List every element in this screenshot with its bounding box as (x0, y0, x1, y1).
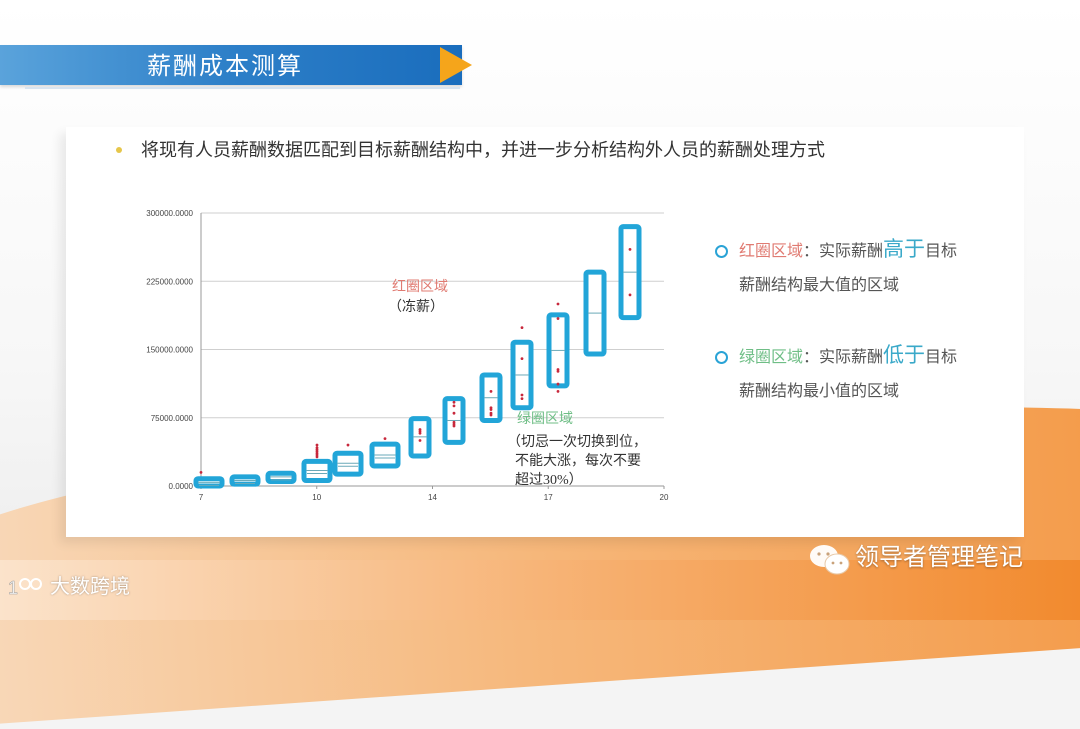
x-tick-label: 10 (312, 493, 321, 502)
salary-box-grade-16 (510, 339, 534, 411)
outlier-dot (489, 389, 493, 393)
outlier-dot (199, 470, 203, 474)
y-axis-ticks: 0.0000 75000.0000 150000.0000 225000.0000 30… (146, 209, 193, 491)
legend-label: 绿圈区域 (739, 347, 804, 366)
y-tick-label: 150000.0000 (146, 346, 193, 355)
arrow-right-icon (440, 47, 472, 83)
outlier-dot (452, 420, 456, 424)
legend-emphasis: 低于 (883, 343, 926, 367)
legend-tail: 目标 (925, 347, 958, 366)
salary-box-grade-10 (301, 458, 333, 484)
x-tick-label: 7 (199, 493, 204, 502)
outlier-dot (489, 406, 493, 410)
outlier-dot (452, 400, 456, 404)
y-tick-label: 225000.0000 (146, 277, 193, 286)
circle-bullet-icon (715, 245, 728, 258)
legend-line2: 薪酬结构最小值的区域 (739, 381, 900, 400)
salary-box-grade-15 (479, 372, 503, 423)
outlier-dot (418, 439, 422, 442)
red-zone-title: 红圈区域 (392, 279, 448, 295)
y-tick-label: 75000.0000 (151, 414, 194, 423)
outlier-dot (489, 411, 493, 415)
outlier-dot (383, 437, 387, 441)
outlier-dot (520, 357, 524, 360)
x-tick-label: 20 (660, 493, 669, 502)
outlier-dot (628, 293, 632, 297)
x-tick-label: 17 (544, 493, 553, 502)
salary-box-grade-7 (193, 476, 225, 489)
outlier-dots (199, 248, 632, 474)
salary-box-grade-17 (546, 312, 570, 389)
legend-sep: ：实际薪酬 (803, 241, 884, 260)
green-zone-title: 绿圈区域 (517, 411, 573, 427)
legend: 红圈区域：实际薪酬高于目标 薪酬结构最大值的区域 绿圈区域：实际薪酬低于目标 薪… (712, 232, 1012, 444)
salary-box-grade-13 (408, 416, 432, 459)
green-zone-line3: 超过30%） (515, 472, 583, 488)
green-zone-annotation: 绿圈区域 （切忌一次切换到位， 不能大涨，每次不要 超过30%） (507, 411, 647, 488)
box-series (193, 224, 642, 489)
bullet-dot-icon (116, 147, 122, 153)
outlier-dot (556, 317, 560, 320)
outlier-dot (315, 446, 319, 450)
wechat-icon (810, 545, 850, 575)
bullet-text: 将现有人员薪酬数据匹配到目标薪酬结构中，并进一步分析结构外人员的薪酬处理方式 (141, 140, 825, 161)
chart-canvas: 0.0000 75000.0000 150000.0000 225000.0000 30… (146, 209, 669, 502)
x-axis-ticks: 7 10 14 17 20 (199, 493, 669, 502)
salary-box-grade-8 (229, 474, 261, 487)
salary-box-grade-14 (442, 396, 466, 445)
green-zone-line1: （切忌一次切换到位， (507, 433, 647, 450)
outlier-dot (556, 389, 560, 393)
y-tick-label: 300000.0000 (146, 209, 193, 218)
legend-line1: 红圈区域：实际薪酬高于目标 (739, 236, 957, 264)
legend-tail: 目标 (925, 241, 958, 260)
svg-text:1: 1 (8, 578, 18, 598)
outlier-dot (520, 397, 524, 401)
salary-box-grade-19 (618, 224, 642, 321)
green-zone-line2: 不能大涨，每次不要 (515, 453, 641, 469)
red-zone-subtitle: （冻薪） (388, 298, 444, 315)
legend-line1: 绿圈区域：实际薪酬低于目标 (739, 342, 957, 370)
y-tick-label: 0.0000 (169, 482, 194, 491)
outlier-dot (418, 428, 422, 431)
salary-box-grade-11 (332, 450, 364, 477)
legend-label: 红圈区域 (739, 241, 804, 260)
legend-sep: ：实际薪酬 (803, 347, 884, 366)
outlier-dot (556, 382, 560, 386)
outlier-dot (628, 248, 632, 251)
salary-box-grade-12 (369, 441, 401, 469)
circle-bullet-icon (715, 351, 728, 364)
outlier-dot (556, 368, 560, 371)
title-underline (25, 87, 460, 89)
salary-box-grade-18 (583, 269, 607, 357)
content-card (66, 127, 1024, 537)
outlier-dot (315, 443, 319, 447)
legend-line2: 薪酬结构最大值的区域 (739, 275, 900, 294)
outlier-dot (520, 393, 524, 397)
title-bar (0, 45, 462, 85)
legend-item-red-zone: 红圈区域：实际薪酬高于目标 薪酬结构最大值的区域 (712, 232, 1012, 338)
legend-emphasis: 高于 (883, 237, 926, 261)
salary-box-grade-9 (265, 470, 297, 484)
salary-box-chart: 0.0000 75000.0000 150000.0000 225000.0000 30… (130, 200, 690, 510)
outlier-dot (452, 404, 456, 408)
outlier-dot (452, 411, 456, 415)
outlier-dot (346, 443, 350, 447)
outlier-dot (556, 302, 560, 306)
brand-logo-icon: 1 (8, 578, 42, 598)
footer-brand: 领导者管理笔记 (855, 543, 1023, 571)
page-title: 薪酬成本测算 (147, 52, 303, 80)
footer-logo-text: 大数跨境 (50, 574, 130, 598)
red-zone-annotation: 红圈区域 （冻薪） (388, 279, 448, 315)
x-tick-label: 14 (428, 493, 437, 502)
outlier-dot (520, 326, 524, 330)
legend-item-green-zone: 绿圈区域：实际薪酬低于目标 薪酬结构最小值的区域 (712, 338, 1012, 444)
